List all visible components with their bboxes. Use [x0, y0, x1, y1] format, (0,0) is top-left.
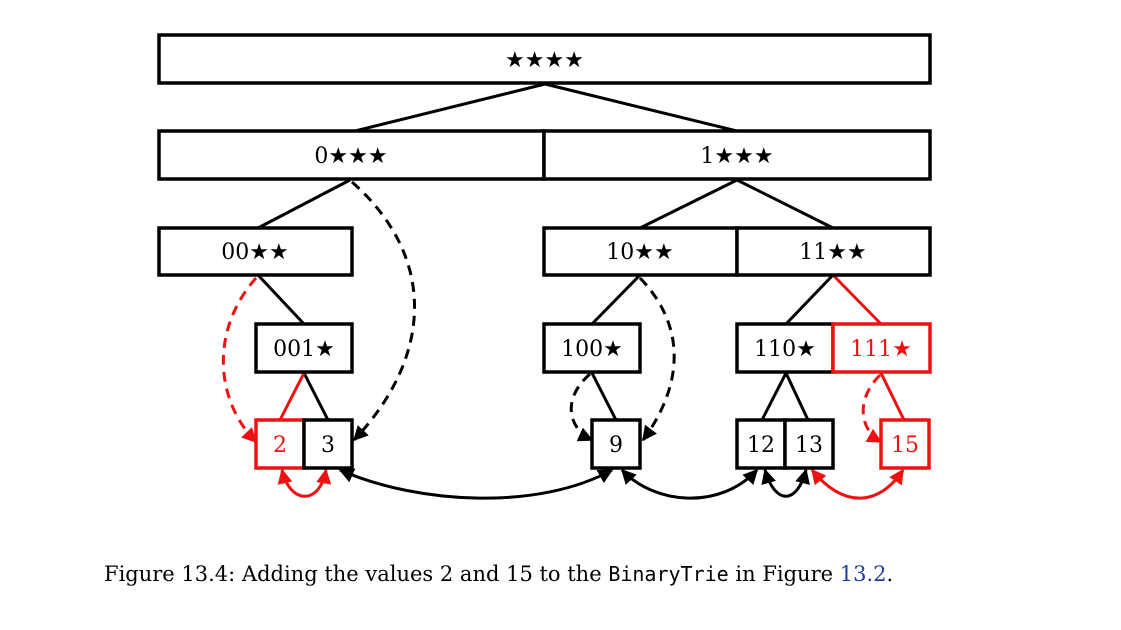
- node-001: 001★: [254, 322, 354, 374]
- node-label: 11★★: [799, 240, 866, 265]
- node-label: ★★★★: [505, 48, 584, 73]
- edge-0-00: [257, 178, 351, 230]
- caption-middle: in Figure: [728, 562, 840, 586]
- leaf-label: 15: [891, 433, 919, 458]
- edge-10-100: [590, 273, 642, 326]
- link-3-9: [338, 468, 614, 500]
- caption-code: BinaryTrie: [608, 562, 729, 586]
- node-00: 00★★: [157, 226, 354, 277]
- node-110: 110★: [735, 322, 835, 374]
- node-10: 10★★: [542, 226, 739, 277]
- leaf-label: 13: [795, 433, 823, 458]
- leaf-12: 12: [735, 418, 787, 470]
- edge-001-2: [278, 372, 306, 421]
- node-label: 100★: [561, 337, 623, 362]
- node-label: 111★: [850, 337, 912, 362]
- link-2-3: [277, 468, 332, 498]
- tree-edges: [256, 82, 835, 421]
- leaf-9: 9: [590, 418, 642, 470]
- edge-11-111: [831, 273, 883, 326]
- edge-00-001: [256, 273, 306, 326]
- caption-figure-ref[interactable]: 13.2: [839, 562, 887, 586]
- link-9-12: [620, 468, 759, 500]
- leaf-15: 15: [879, 418, 931, 470]
- node-111: 111★: [831, 322, 932, 374]
- node-label: 001★: [273, 337, 335, 362]
- edge-110-12: [760, 372, 788, 421]
- node-0: 0★★★: [157, 129, 546, 181]
- new-edges: [278, 273, 906, 421]
- caption-prefix: Figure 13.4: Adding the values 2 and 15 …: [104, 562, 609, 586]
- jump-0-to-3: [351, 180, 416, 442]
- node-label: 0★★★: [314, 144, 387, 169]
- jump-10-to-9: [638, 276, 676, 442]
- edge-root-1: [544, 82, 738, 133]
- leaf-label: 9: [609, 433, 623, 458]
- node-label: 110★: [754, 337, 816, 362]
- node-label: 10★★: [606, 240, 673, 265]
- node-label: 1★★★: [700, 144, 773, 169]
- edge-1-11: [736, 178, 834, 230]
- edge-11-110: [784, 273, 835, 326]
- edge-1-10: [639, 178, 738, 230]
- edge-root-0: [354, 82, 546, 133]
- edge-111-15: [879, 372, 906, 421]
- edge-100-9: [590, 372, 618, 421]
- leaf-label: 2: [273, 433, 287, 458]
- jump-00-to-2: [221, 277, 258, 444]
- jump-100-to-9: [569, 372, 594, 442]
- node-11: 11★★: [735, 226, 932, 277]
- leaf-3: 3: [302, 418, 354, 470]
- leaf-label: 3: [321, 433, 335, 458]
- jump-111-to-15: [861, 373, 883, 444]
- edge-110-13: [784, 372, 810, 421]
- link-13-15: [810, 468, 905, 500]
- link-12-13: [761, 468, 810, 498]
- leaf-13: 13: [783, 418, 835, 470]
- leaf-2: 2: [254, 418, 306, 470]
- caption-suffix: .: [886, 562, 894, 586]
- figure-caption: Figure 13.4: Adding the values 2 and 15 …: [104, 562, 893, 586]
- jump-pointers: [221, 180, 883, 444]
- node-root: ★★★★: [157, 33, 932, 85]
- node-label: 00★★: [221, 240, 288, 265]
- node-100: 100★: [542, 322, 642, 374]
- edge-001-3: [302, 372, 330, 421]
- leaf-label: 12: [747, 433, 775, 458]
- leaf-links: [277, 468, 905, 500]
- node-1: 1★★★: [542, 129, 932, 181]
